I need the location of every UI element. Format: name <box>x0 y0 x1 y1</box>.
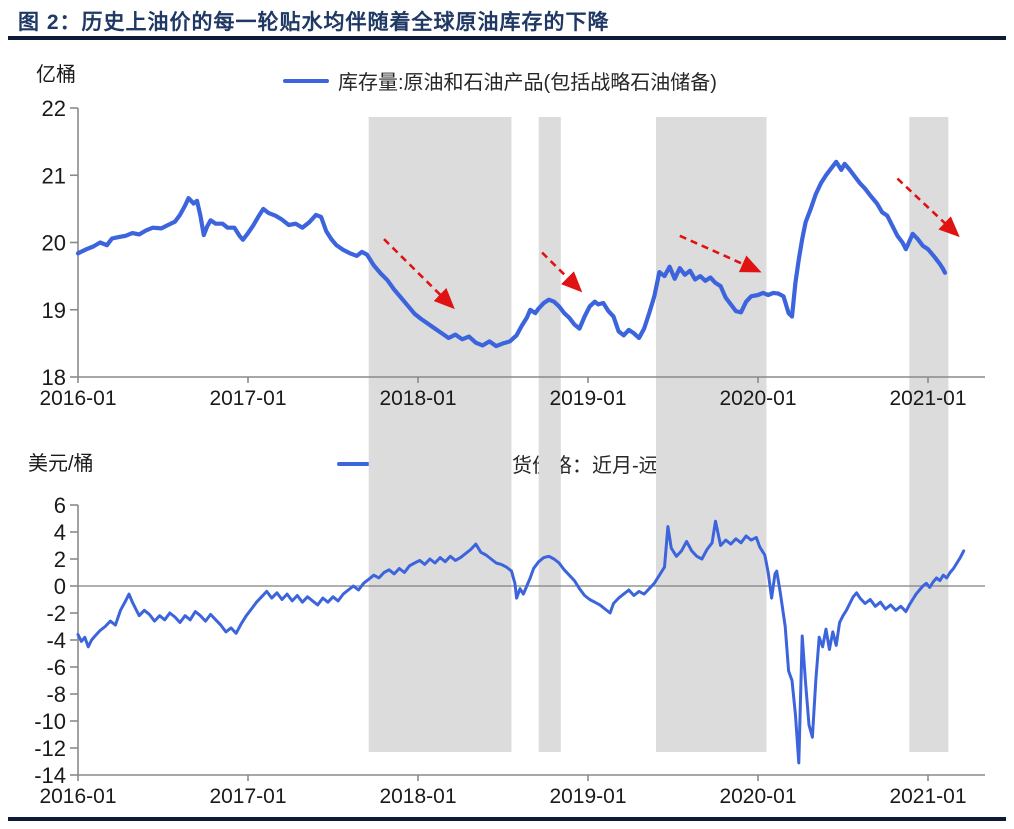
title-rule <box>8 36 1006 40</box>
backwardation-band <box>909 117 949 752</box>
backwardation-band <box>656 117 767 752</box>
backwardation-band <box>368 117 512 752</box>
decline-arrow <box>541 251 583 293</box>
bottom-chart-unit-label: 美元/桶 <box>28 453 94 475</box>
shaded-bands-layer <box>368 117 949 752</box>
decline-arrow <box>679 234 762 273</box>
y-tick-label: 6 <box>54 493 66 518</box>
decline-arrow <box>383 238 455 310</box>
y-tick-label: 0 <box>54 574 66 599</box>
y-tick-label: 4 <box>54 520 66 545</box>
decline-arrow <box>896 177 960 238</box>
x-tick-label: 2016-01 <box>39 785 116 808</box>
y-tick-label: -12 <box>34 736 66 761</box>
y-tick-label: 19 <box>42 298 66 323</box>
x-tick-label: 2016-01 <box>39 387 116 410</box>
y-tick-label: 22 <box>42 96 66 121</box>
x-tick-label: 2020-01 <box>719 785 796 808</box>
x-tick-label: 2017-01 <box>209 387 286 410</box>
top-chart-legend-label: 库存量:原油和石油产品(包括战略石油储备) <box>338 72 717 94</box>
x-tick-label: 2020-01 <box>719 387 796 410</box>
x-tick-label: 2017-01 <box>209 785 286 808</box>
y-tick-label: 21 <box>42 163 66 188</box>
inventory-series-line <box>75 159 948 349</box>
y-tick-label: -2 <box>46 601 66 626</box>
figure-title: 图 2：历史上油价的每一轮贴水均伴随着全球原油库存的下降 <box>18 11 610 34</box>
x-tick-label: 2019-01 <box>549 785 626 808</box>
footer-rule <box>8 817 1006 821</box>
y-tick-label: -6 <box>46 655 66 680</box>
top-chart-legend: 库存量:原油和石油产品(包括战略石油储备) <box>283 66 717 95</box>
x-tick-label: 2019-01 <box>549 387 626 410</box>
y-tick-label: 2 <box>54 547 66 572</box>
x-tick-label: 2021-01 <box>889 387 966 410</box>
y-tick-label: -14 <box>34 763 66 788</box>
spread-series-line <box>76 519 966 765</box>
top-chart-unit-label: 亿桶 <box>36 64 76 86</box>
trend-arrows-layer <box>383 177 960 310</box>
y-tick-label: -4 <box>46 628 66 653</box>
x-tick-label: 2018-01 <box>379 387 456 410</box>
series-layer <box>75 159 966 765</box>
y-tick-label: -10 <box>34 709 66 734</box>
x-tick-label: 2018-01 <box>379 785 456 808</box>
backwardation-band <box>538 117 561 752</box>
y-tick-label: 18 <box>42 365 66 390</box>
y-tick-label: -8 <box>46 682 66 707</box>
legend-line-icon <box>337 461 383 466</box>
x-tick-label: 2021-01 <box>889 785 966 808</box>
y-tick-label: 20 <box>42 231 66 256</box>
legend-line-icon <box>283 78 329 83</box>
